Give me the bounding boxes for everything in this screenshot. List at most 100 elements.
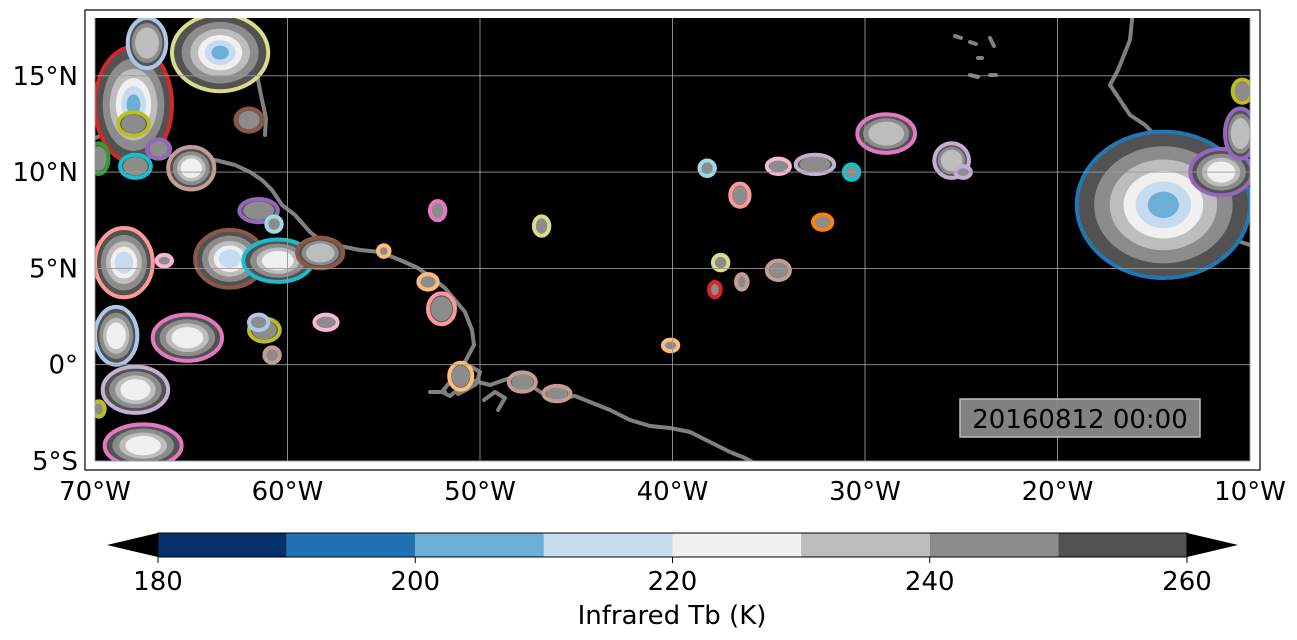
storm-cluster (125, 18, 169, 71)
storm-cluster (154, 252, 175, 269)
storm-cluster (144, 137, 173, 161)
storm-cluster (100, 364, 171, 415)
storm-tb-level (238, 110, 260, 130)
storm-tb-level (121, 114, 146, 134)
storm-cluster (447, 360, 475, 392)
lat-tick-label: 0° (48, 351, 78, 381)
colorbar-segment (158, 533, 287, 557)
storm-cluster (697, 158, 717, 178)
storm-cluster (793, 152, 837, 177)
lon-tick-label: 10°W (1214, 477, 1286, 507)
storm-cluster (1230, 77, 1250, 105)
storm-tb-level (1147, 191, 1179, 219)
colorbar-segment (672, 533, 802, 557)
storm-outline (697, 158, 717, 178)
storm-outline (118, 152, 153, 180)
storm-cluster (426, 291, 457, 327)
storm-cluster (764, 156, 792, 177)
storm-tb-level (305, 243, 335, 263)
storm-outline (764, 156, 792, 177)
storm-cluster (95, 304, 140, 367)
storm-outline (247, 312, 271, 333)
gridlines (94, 18, 1251, 462)
storm-outline (95, 141, 111, 177)
storm-cluster (416, 272, 440, 292)
storm-outline (154, 252, 175, 269)
storm-outline (855, 112, 918, 155)
storm-tb-level (535, 218, 548, 234)
storm-tb-level (732, 185, 748, 205)
timestamp-box: 20160812 00:00 (959, 398, 1201, 438)
storm-cluster (707, 279, 723, 300)
storm-outline (427, 198, 448, 223)
storm-tb-level (158, 256, 171, 266)
latitude-ticks: 15°N 10°N 5°N 0° 5°S (12, 62, 78, 477)
coastline-cape-verde (953, 34, 998, 79)
storm-tb-level (126, 94, 141, 116)
storm-cluster (710, 252, 731, 273)
storm-outline (932, 141, 971, 180)
storm-outline (312, 312, 340, 333)
colorbar: 180 200 220 240 260 Infrared Tb (K) (107, 532, 1238, 631)
storm-tb-level (218, 249, 241, 269)
colorbar-tick-label: 260 (1162, 567, 1212, 597)
storm-outline (237, 197, 280, 225)
storm-tb-level (95, 146, 107, 171)
storm-cluster (264, 214, 284, 234)
lat-tick-label: 15°N (12, 62, 78, 92)
storm-tb-level (710, 283, 720, 296)
storm-outline (125, 18, 169, 71)
storm-outline (1074, 129, 1250, 280)
storm-tb-level (135, 27, 159, 59)
storm-tb-level (114, 251, 134, 274)
storm-tb-level (265, 348, 279, 362)
storm-outline (764, 258, 792, 282)
storm-cluster (262, 345, 282, 365)
colorbar-segment (415, 533, 544, 557)
storm-tb-level (243, 201, 275, 220)
storm-cluster (506, 370, 538, 394)
storm-cluster (95, 225, 155, 300)
storm-tb-level (664, 340, 677, 351)
colorbar-segment (1058, 533, 1187, 557)
colorbar-tick-label: 220 (648, 567, 698, 597)
storm-outline (541, 383, 573, 404)
storm-tb-level (123, 157, 148, 176)
storm-outline (102, 422, 184, 461)
storm-cluster (170, 18, 271, 94)
storm-outline (150, 312, 225, 363)
storm-cluster (150, 312, 225, 363)
storm-cluster (734, 272, 750, 292)
storm-cluster (118, 152, 153, 180)
storm-tb-level (125, 435, 161, 456)
storm-outline (95, 399, 107, 419)
storm-cluster (237, 197, 280, 225)
storm-cluster (95, 399, 107, 419)
storm-tb-level (250, 316, 267, 329)
storm-outline (233, 106, 265, 134)
storm-outline (707, 279, 723, 300)
storm-cluster (811, 212, 835, 232)
lat-tick-label: 10°N (12, 158, 78, 188)
colorbar-segment (929, 533, 1059, 557)
storm-tb-level (149, 141, 168, 157)
storm-outline (710, 252, 731, 273)
storm-cluster (295, 235, 346, 271)
colorbar-tick-label: 180 (133, 567, 183, 597)
storm-outline (116, 110, 151, 138)
storm-tb-level (868, 121, 905, 146)
storm-tb-level (940, 149, 963, 172)
storm-tb-level (431, 202, 444, 219)
storm-cluster (166, 145, 217, 192)
storm-outline (100, 364, 171, 415)
lat-tick-label: 5°S (32, 447, 78, 477)
colorbar-tick-label: 200 (390, 567, 440, 597)
coastline-south-america (95, 130, 755, 461)
lat-tick-label: 5°N (29, 254, 78, 284)
storm-outline (264, 214, 284, 234)
storm-cluster (660, 337, 681, 354)
storm-tb-level (267, 217, 281, 231)
storm-cluster (764, 258, 792, 282)
storm-outline (166, 145, 217, 192)
